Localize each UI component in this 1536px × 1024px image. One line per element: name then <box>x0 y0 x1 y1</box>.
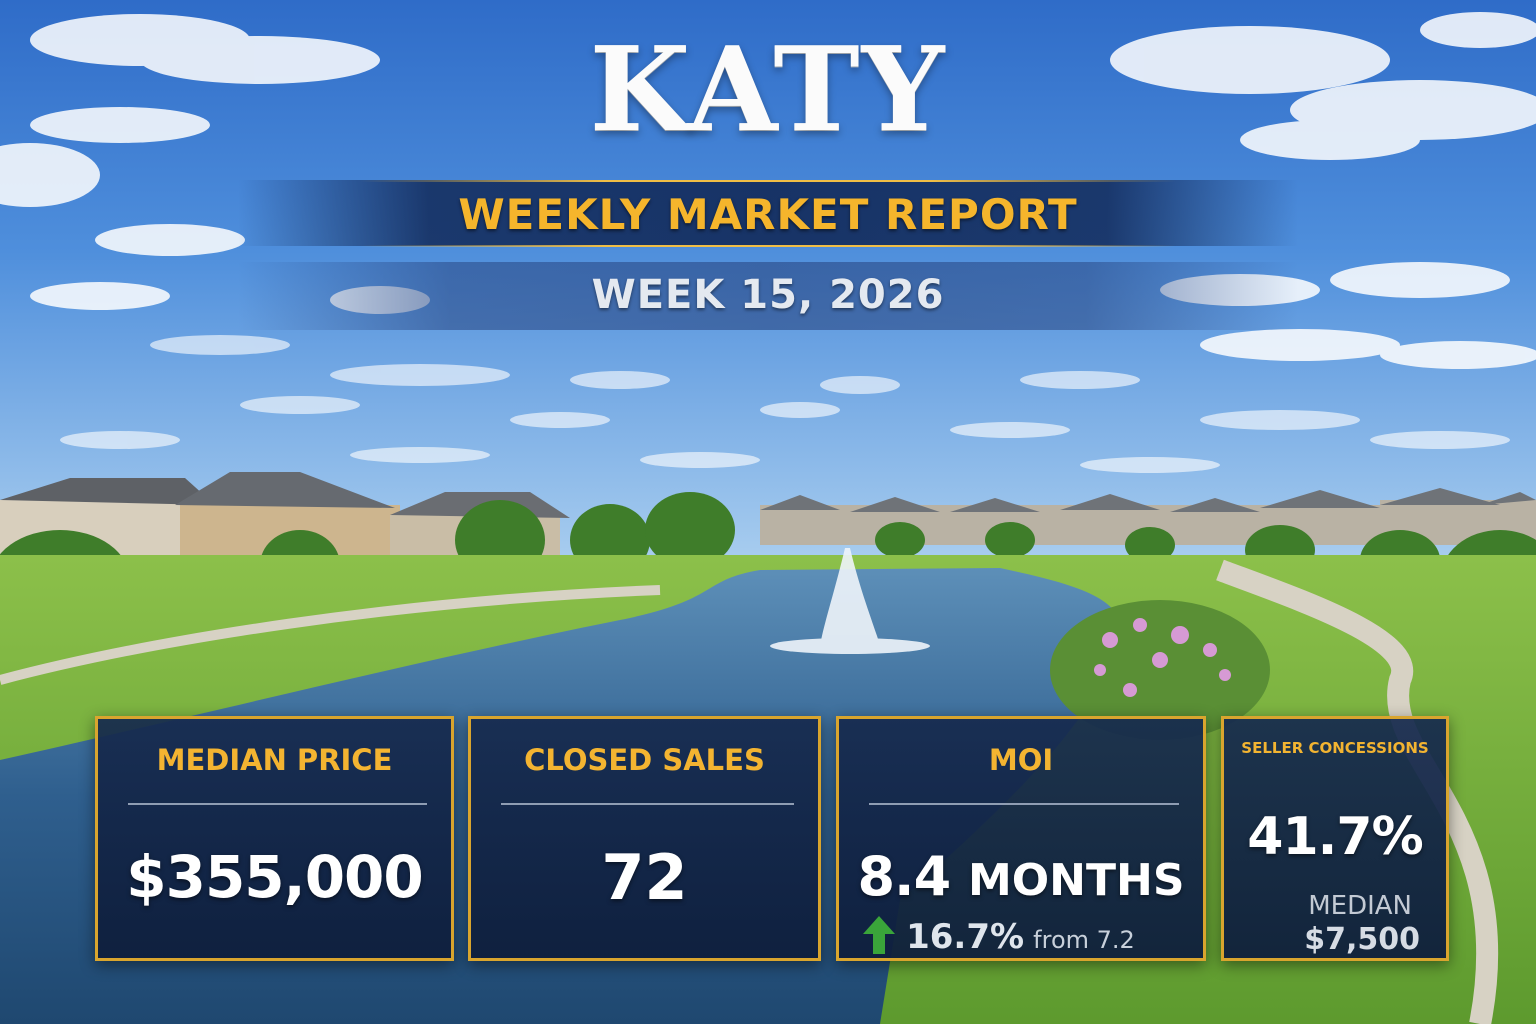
moi-card: MOI 8.4 MONTHS 16.7% from 7.2 <box>836 716 1206 961</box>
moi-unit: MONTHS <box>967 855 1185 906</box>
seller-concessions-label: SELLER CONCESSIONS <box>1241 739 1429 757</box>
seller-concessions-value: 41.7% <box>1247 807 1423 867</box>
report-subtitle: WEEKLY MARKET REPORT <box>458 190 1078 239</box>
concessions-median-value: $7,500 <box>1304 922 1420 957</box>
moi-change-from: from 7.2 <box>1033 926 1135 954</box>
report-week: WEEK 15, 2026 <box>591 272 945 318</box>
week-banner <box>238 262 1298 330</box>
closed-sales-card: CLOSED SALES 72 <box>468 716 821 961</box>
arrow-up-icon <box>863 916 895 954</box>
subtitle-banner <box>238 180 1298 246</box>
moi-label: MOI <box>988 743 1054 777</box>
banner-top-rule <box>360 180 1176 182</box>
concessions-median-label: MEDIAN <box>1308 891 1412 921</box>
median-price-value: $355,000 <box>126 843 424 911</box>
median-price-card: MEDIAN PRICE $355,000 <box>95 716 454 961</box>
moi-change-percent: 16.7% <box>906 917 1025 957</box>
card-divider <box>128 803 427 805</box>
seller-concessions-card: SELLER CONCESSIONS 41.7% MEDIAN $7,500 <box>1221 716 1449 961</box>
median-price-label: MEDIAN PRICE <box>156 743 393 777</box>
closed-sales-label: CLOSED SALES <box>524 743 765 777</box>
card-divider <box>501 803 794 805</box>
moi-change: 16.7% from 7.2 <box>863 916 1193 957</box>
moi-value-line: 8.4 MONTHS <box>839 845 1203 908</box>
moi-value: 8.4 <box>857 845 951 908</box>
page-title: KATY <box>589 22 947 158</box>
banner-bottom-rule <box>360 245 1176 247</box>
card-divider <box>869 803 1179 805</box>
closed-sales-value: 72 <box>601 841 688 914</box>
